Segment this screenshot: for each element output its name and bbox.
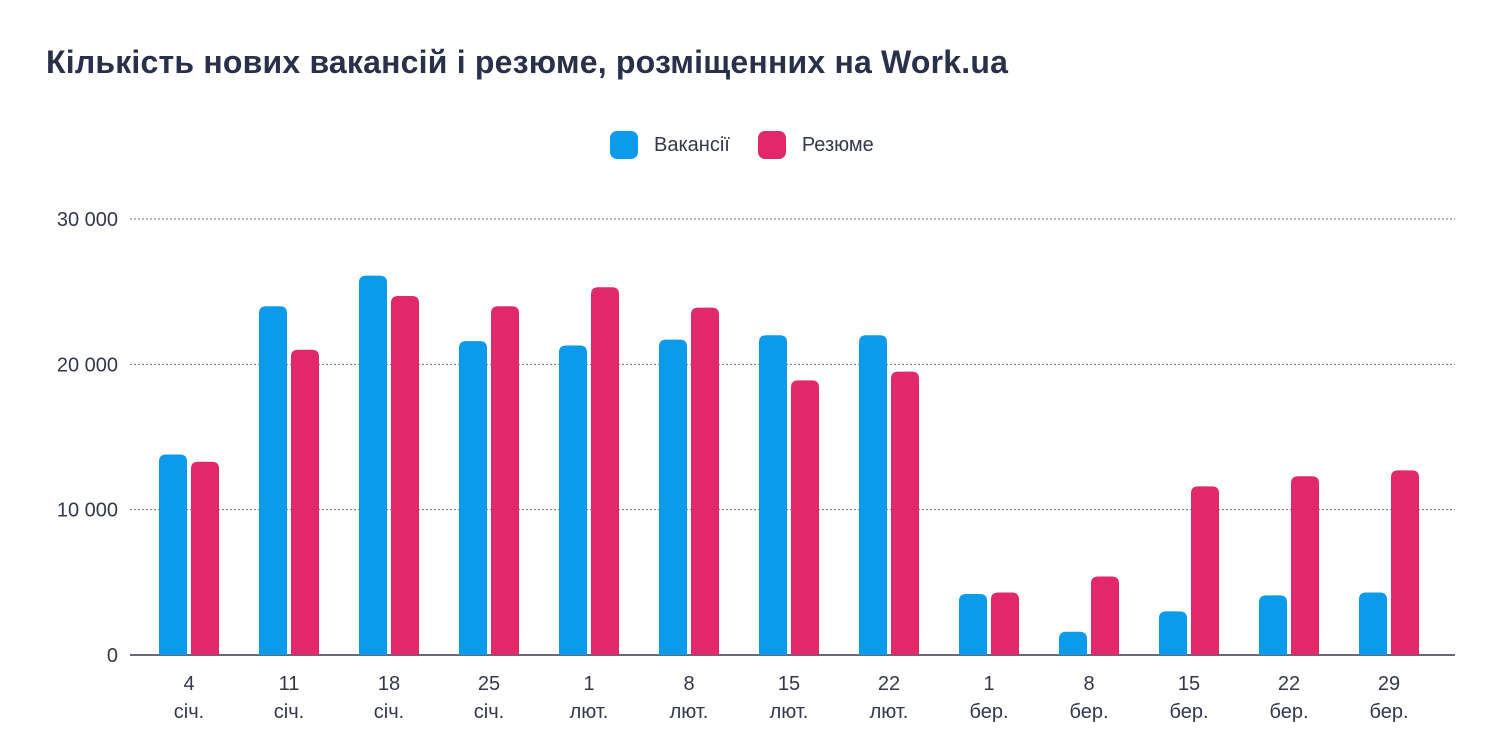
x-tick-label-month: бер. <box>1269 701 1308 723</box>
x-tick-label-day: 25 <box>478 673 500 695</box>
bar-resumes <box>1291 476 1319 655</box>
bar-resumes <box>291 349 319 655</box>
bar-resumes <box>891 371 919 655</box>
x-tick-label-day: 8 <box>683 673 694 695</box>
x-tick-label-day: 1 <box>583 673 594 695</box>
x-tick-label-day: 18 <box>378 673 400 695</box>
bar-vacancies <box>959 593 987 655</box>
x-tick-label-month: лют. <box>670 701 709 723</box>
legend-item-vacancies: Вакансії <box>610 131 730 159</box>
bar-resumes <box>991 592 1019 655</box>
y-tick-label: 0 <box>107 645 118 667</box>
bar-vacancies <box>159 454 187 655</box>
bar-vacancies <box>1159 611 1187 655</box>
bar-vacancies <box>259 306 287 655</box>
x-tick-label-month: бер. <box>1169 701 1208 723</box>
bar-vacancies <box>1259 595 1287 655</box>
bar-vacancies <box>459 341 487 655</box>
legend-item-resumes: Резюме <box>757 131 874 159</box>
x-tick-label-day: 11 <box>279 673 300 695</box>
x-tick-label-month: січ. <box>374 701 404 723</box>
legend-label-resumes: Резюме <box>801 133 874 156</box>
x-tick-label-month: лют. <box>770 701 809 723</box>
x-tick-label-month: лют. <box>570 701 609 723</box>
y-tick-label: 10 000 <box>57 500 118 522</box>
x-tick-label-day: 15 <box>1178 673 1200 695</box>
bar-vacancies <box>659 339 687 655</box>
bar-vacancies <box>359 275 387 655</box>
legend-swatch-vacancies <box>610 131 638 159</box>
legend-swatch-resumes <box>757 131 786 159</box>
x-tick-label-month: бер. <box>1369 701 1408 723</box>
legend: Вакансії Резюме <box>610 131 874 159</box>
bars <box>159 275 1419 655</box>
bar-resumes <box>491 306 519 655</box>
bar-resumes <box>1091 576 1119 655</box>
bar-resumes <box>1391 470 1419 655</box>
legend-label-vacancies: Вакансії <box>654 133 730 156</box>
bar-vacancies <box>1059 631 1087 655</box>
x-tick-label-month: бер. <box>1069 701 1108 723</box>
bar-resumes <box>391 296 419 655</box>
x-tick-label-day: 22 <box>878 673 900 695</box>
y-tick-label: 30 000 <box>57 209 118 231</box>
x-tick-label-month: січ. <box>474 701 504 723</box>
bar-resumes <box>591 287 619 655</box>
bar-vacancies <box>759 335 787 655</box>
bar-resumes <box>791 380 819 655</box>
x-tick-label-day: 8 <box>1083 673 1094 695</box>
x-tick-label-day: 22 <box>1278 673 1300 695</box>
chart-title: Кількість нових вакансій і резюме, розмі… <box>46 44 1009 80</box>
bar-resumes <box>691 307 719 655</box>
x-tick-label-day: 29 <box>1378 673 1400 695</box>
bar-vacancies <box>559 345 587 655</box>
x-tick-label-day: 4 <box>183 673 194 695</box>
x-tick-label-month: січ. <box>174 701 204 723</box>
x-tick-label-day: 15 <box>778 673 800 695</box>
x-tick-label-month: січ. <box>274 701 304 723</box>
bar-resumes <box>191 461 219 655</box>
x-tick-label-month: лют. <box>870 701 909 723</box>
bar-vacancies <box>1359 592 1387 655</box>
y-tick-label: 20 000 <box>57 354 118 376</box>
bar-vacancies <box>859 335 887 655</box>
bar-resumes <box>1191 486 1219 655</box>
x-tick-label-month: бер. <box>969 701 1008 723</box>
x-tick-label-day: 1 <box>983 673 994 695</box>
